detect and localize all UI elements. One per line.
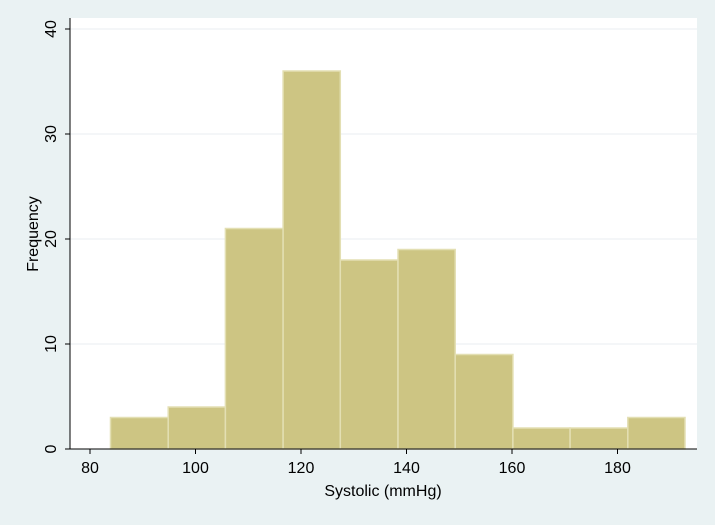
histogram-bar-7 [512, 427, 571, 450]
y-axis-label: Frequency [25, 196, 42, 272]
y-tick-label-10: 10 [43, 335, 60, 353]
histogram-bar-2 [224, 227, 284, 450]
histogram-bar-3 [282, 70, 342, 450]
x-axis-label: Systolic (mmHg) [324, 483, 441, 500]
histogram-bar-8 [569, 427, 629, 450]
histogram-bar-6 [454, 353, 514, 450]
x-tick-label-80: 80 [81, 460, 99, 477]
histogram-bar-1 [167, 406, 227, 450]
tick-marks-and-labels: 80 100 120 140 160 180 0 10 20 30 40 [43, 20, 631, 477]
histogram-bar-5 [397, 248, 456, 450]
y-tick-label-20: 20 [43, 230, 60, 248]
y-tick-label-0: 0 [43, 444, 60, 453]
x-tick-label-140: 140 [393, 460, 420, 477]
y-tick-label-40: 40 [43, 20, 60, 38]
y-tick-label-30: 30 [43, 125, 60, 143]
axes [69, 18, 697, 450]
x-tick-label-180: 180 [604, 460, 631, 477]
histogram-bar-4 [339, 259, 399, 450]
grid-lines [70, 28, 697, 345]
x-tick-label-160: 160 [499, 460, 526, 477]
histogram-bars [109, 70, 686, 450]
histogram-bar-0 [109, 416, 169, 450]
histogram-bar-9 [627, 416, 686, 450]
x-tick-label-120: 120 [288, 460, 315, 477]
x-tick-label-100: 100 [182, 460, 209, 477]
